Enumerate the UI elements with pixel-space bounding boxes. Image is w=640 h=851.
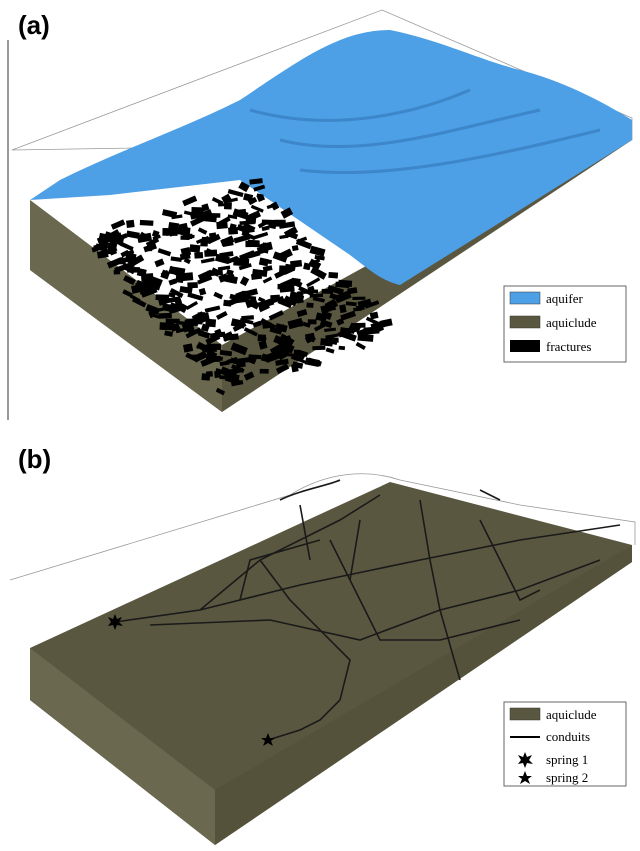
fracture xyxy=(233,258,249,266)
fracture xyxy=(339,346,346,350)
fracture xyxy=(212,344,221,350)
fracture xyxy=(154,258,164,267)
fracture xyxy=(312,346,325,350)
fracture xyxy=(240,276,249,286)
fracture xyxy=(209,232,217,239)
fracture xyxy=(248,354,261,359)
fracture xyxy=(160,322,175,330)
fracture xyxy=(216,221,228,229)
page: (a) aquifer aquiclude fractures (b) xyxy=(0,0,640,851)
fracture xyxy=(182,196,197,207)
aquifer-surface xyxy=(30,30,632,285)
fracture xyxy=(171,256,182,262)
fracture xyxy=(127,267,140,273)
fracture xyxy=(183,343,193,352)
fracture xyxy=(226,360,234,364)
fracture xyxy=(123,258,131,263)
fracture xyxy=(168,278,177,285)
fracture xyxy=(140,220,154,226)
panel-a: (a) aquifer aquiclude fractures xyxy=(8,10,632,420)
swatch xyxy=(510,708,540,720)
fracture xyxy=(192,354,199,358)
fracture xyxy=(260,369,269,374)
fracture xyxy=(228,227,238,235)
fracture xyxy=(235,209,246,215)
fracture xyxy=(262,321,269,328)
panel-b: (b) aquiclude conduits spring 1 s xyxy=(10,444,635,845)
fracture xyxy=(126,220,135,228)
fracture xyxy=(189,244,200,253)
fracture xyxy=(158,248,172,256)
fracture xyxy=(200,241,208,246)
fracture xyxy=(204,213,220,218)
fracture xyxy=(201,373,210,380)
fracture xyxy=(245,241,259,248)
legend: aquifer aquiclude fractures xyxy=(504,286,626,362)
fracture xyxy=(162,228,177,236)
fracture xyxy=(201,258,215,264)
legend-label: aquiclude xyxy=(546,707,597,722)
fracture xyxy=(205,305,221,312)
panel-label: (a) xyxy=(18,10,50,40)
legend-label: spring 1 xyxy=(546,752,588,767)
fracture xyxy=(228,189,244,197)
fracture xyxy=(199,288,207,296)
fracture xyxy=(198,227,208,234)
fracture xyxy=(357,334,373,342)
fracture xyxy=(169,266,186,276)
fracture xyxy=(356,342,366,350)
fracture xyxy=(243,193,253,202)
fracture xyxy=(114,270,121,275)
fracture xyxy=(213,292,223,300)
fracture xyxy=(166,319,180,324)
fracture xyxy=(322,289,333,294)
swatch xyxy=(510,316,540,328)
legend-label: conduits xyxy=(546,729,590,744)
fracture xyxy=(186,301,198,310)
fracture xyxy=(263,277,273,284)
legend-label: spring 2 xyxy=(546,770,588,785)
fracture xyxy=(192,317,203,324)
fracture xyxy=(222,237,234,247)
fracture xyxy=(328,272,338,278)
fracture xyxy=(292,245,299,251)
fracture xyxy=(279,284,294,293)
legend: aquiclude conduits spring 1 spring 2 xyxy=(504,702,626,786)
legend-label: aquiclude xyxy=(546,315,597,330)
fracture xyxy=(306,303,313,308)
fracture xyxy=(216,311,228,320)
legend-label: fractures xyxy=(546,339,591,354)
fracture xyxy=(303,290,318,294)
fracture xyxy=(191,207,203,215)
swatch xyxy=(510,292,540,304)
fracture xyxy=(351,323,365,328)
fracture xyxy=(214,356,221,362)
fracture xyxy=(239,220,254,225)
fracture xyxy=(326,348,335,354)
fracture xyxy=(327,304,336,311)
swatch xyxy=(510,340,540,352)
fracture xyxy=(162,209,177,218)
fracture xyxy=(111,219,126,229)
fracture xyxy=(303,263,311,271)
fracture xyxy=(224,202,232,210)
fracture xyxy=(158,313,172,319)
fracture xyxy=(194,252,203,259)
panel-label: (b) xyxy=(18,444,51,474)
fracture xyxy=(309,246,325,257)
fracture xyxy=(187,282,198,288)
legend-label: aquifer xyxy=(546,291,583,306)
fracture xyxy=(140,287,150,295)
fracture xyxy=(223,300,231,307)
fracture xyxy=(352,297,365,300)
figure: (a) aquifer aquiclude fractures (b) xyxy=(0,0,640,851)
